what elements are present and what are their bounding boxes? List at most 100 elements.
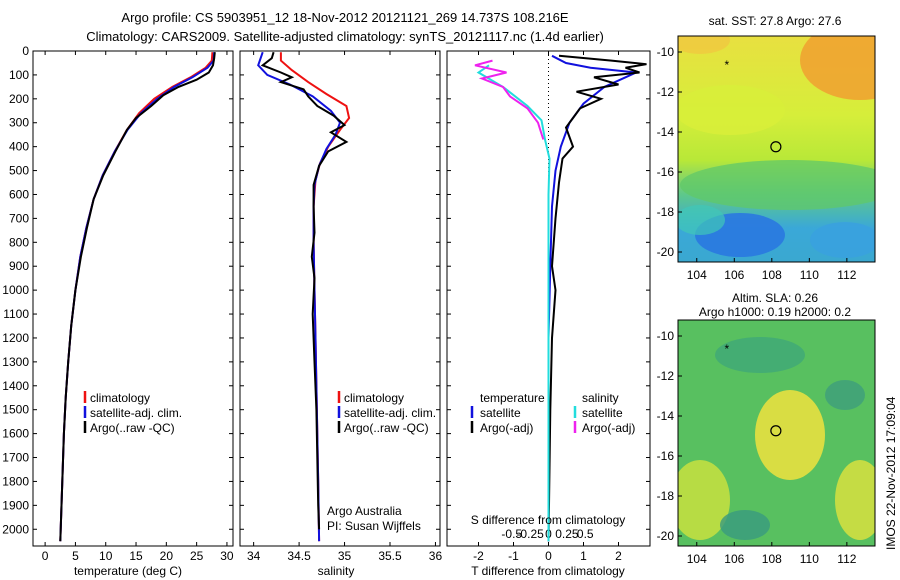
map-x-tick-label: 110 bbox=[800, 268, 819, 282]
y-tick-label: 800 bbox=[9, 235, 29, 249]
map-y-tick-label: -16 bbox=[657, 165, 675, 179]
map-y-tick-label: -12 bbox=[657, 369, 675, 383]
y-tick-label: 0 bbox=[22, 44, 29, 58]
series-line-2 bbox=[260, 51, 349, 530]
temperature-axis-label: temperature (deg C) bbox=[74, 564, 182, 578]
y-tick-label: 400 bbox=[9, 140, 29, 154]
x-tick-label: 30 bbox=[220, 549, 234, 563]
x-tick-label: 34 bbox=[247, 549, 261, 563]
trajectory-marker: * bbox=[724, 58, 729, 72]
sst-cool-patch-2 bbox=[810, 222, 875, 258]
y-tick-label: 500 bbox=[9, 164, 29, 178]
y-tick-label: 100 bbox=[9, 68, 29, 82]
x-tick-label: 35 bbox=[338, 549, 352, 563]
map-y-tick-label: -20 bbox=[657, 529, 675, 543]
map-x-tick-label: 108 bbox=[762, 552, 782, 566]
temperature-plot-frame bbox=[32, 50, 234, 547]
map-x-tick-label: 106 bbox=[724, 268, 744, 282]
y-tick-label: 700 bbox=[9, 211, 29, 225]
salinity-plot-frame bbox=[239, 50, 441, 547]
sst-green-band bbox=[680, 160, 875, 210]
series-line-1 bbox=[59, 52, 216, 542]
series-line-0 bbox=[59, 52, 214, 542]
series-line-1 bbox=[547, 54, 647, 542]
series-line-2 bbox=[59, 52, 216, 542]
difference-legend-temperature: temperature satellite Argo(-adj) bbox=[470, 391, 545, 435]
series-line-3 bbox=[474, 59, 545, 140]
x-tick-label: 34.5 bbox=[287, 549, 311, 563]
map-y-tick-label: -10 bbox=[657, 329, 675, 343]
sst-cyan-patch bbox=[678, 205, 725, 235]
sst-warm-patch bbox=[800, 36, 875, 100]
map-y-tick-label: -12 bbox=[657, 85, 675, 99]
map-y-tick-label: -14 bbox=[657, 125, 675, 139]
legend-label-sal-argo: Argo(-adj) bbox=[582, 421, 635, 435]
x-tick-label: -1 bbox=[508, 549, 519, 563]
y-tick-label: 1100 bbox=[3, 307, 29, 321]
map-y-tick-label: -14 bbox=[657, 409, 675, 423]
x-tick-label: 5 bbox=[72, 549, 79, 563]
salinity-legend: climatology satellite-adj. clim. Argo(..… bbox=[327, 391, 436, 533]
x-tick-label: 36 bbox=[429, 549, 443, 563]
legend-label-satellite: satellite-adj. clim. bbox=[90, 406, 182, 420]
top-tick-label: -0.5 bbox=[501, 527, 522, 541]
legend-label-climatology: climatology bbox=[344, 391, 404, 405]
map-x-tick-label: 112 bbox=[837, 552, 856, 566]
legend-label-temp-argo: Argo(-adj) bbox=[480, 421, 533, 435]
sla-map-title-line2: Argo h1000: 0.19 h2000: 0.2 bbox=[699, 305, 851, 319]
series-line-0 bbox=[547, 54, 640, 542]
difference-top-axis-label: S difference from climatology bbox=[471, 513, 626, 527]
y-tick-label: 1600 bbox=[2, 427, 29, 441]
series-group bbox=[59, 52, 216, 542]
map-y-tick-label: -20 bbox=[657, 245, 675, 259]
y-tick-label: 1500 bbox=[2, 403, 29, 417]
legend-label-sal-satellite: satellite bbox=[582, 406, 623, 420]
x-tick-label: 0 bbox=[42, 549, 49, 563]
difference-chart: -2 -1 0 1 2-0.5-0.25 0 0.250.5 bbox=[447, 50, 650, 563]
y-tick-label: 2000 bbox=[2, 522, 29, 536]
float-position-marker bbox=[770, 141, 782, 153]
footer-timestamp: IMOS 22-Nov-2012 17:09:04 bbox=[884, 396, 898, 550]
x-tick-label: 10 bbox=[99, 549, 113, 563]
float-position-marker bbox=[770, 425, 782, 437]
x-tick-label: 0 bbox=[545, 549, 552, 563]
sst-map-title: sat. SST: 27.8 Argo: 27.6 bbox=[709, 14, 842, 28]
x-tick-label: 20 bbox=[160, 549, 174, 563]
sla-map-title-line1: Altim. SLA: 0.26 bbox=[732, 291, 818, 305]
map-y-tick-label: -18 bbox=[657, 489, 675, 503]
sst-warm-patch-2 bbox=[678, 36, 730, 54]
legend-title-salinity: salinity bbox=[582, 391, 619, 405]
sst-mid-patch bbox=[678, 85, 785, 135]
y-tick-label: 1200 bbox=[2, 331, 29, 345]
annotation-line1: Argo Australia bbox=[327, 504, 402, 518]
sla-low-patch bbox=[715, 337, 805, 373]
x-tick-label: 25 bbox=[190, 549, 204, 563]
y-tick-label: 200 bbox=[9, 92, 29, 106]
y-tick-label: 1800 bbox=[2, 474, 29, 488]
sst-map bbox=[678, 36, 875, 262]
top-tick-label: -0.25 bbox=[516, 527, 544, 541]
x-tick-label: 2 bbox=[615, 549, 622, 563]
map-x-tick-label: 112 bbox=[837, 268, 856, 282]
y-tick-label: 1700 bbox=[2, 451, 29, 465]
top-tick-label: 0.25 bbox=[555, 527, 579, 541]
map-y-tick-label: -10 bbox=[657, 45, 675, 59]
map-x-tick-label: 108 bbox=[762, 268, 782, 282]
y-tick-label: 300 bbox=[9, 116, 29, 130]
x-tick-label: 15 bbox=[129, 549, 143, 563]
y-tick-label: 1400 bbox=[2, 379, 29, 393]
map-x-tick-label: 104 bbox=[687, 268, 707, 282]
y-tick-label: 600 bbox=[9, 187, 29, 201]
trajectory-marker: * bbox=[724, 342, 729, 356]
sla-map bbox=[678, 320, 875, 546]
legend-label-climatology: climatology bbox=[90, 391, 150, 405]
series-line-2 bbox=[476, 64, 551, 542]
legend-label-argo: Argo(..raw -QC) bbox=[344, 421, 429, 435]
y-tick-label: 1000 bbox=[2, 283, 29, 297]
sla-high-patch-3 bbox=[835, 460, 875, 540]
map-x-tick-label: 104 bbox=[687, 552, 707, 566]
annotation-line2: PI: Susan Wijffels bbox=[327, 519, 421, 533]
legend-title-temperature: temperature bbox=[480, 391, 545, 405]
temperature-chart: 0100200300400500600700800900100011001200… bbox=[2, 44, 234, 563]
